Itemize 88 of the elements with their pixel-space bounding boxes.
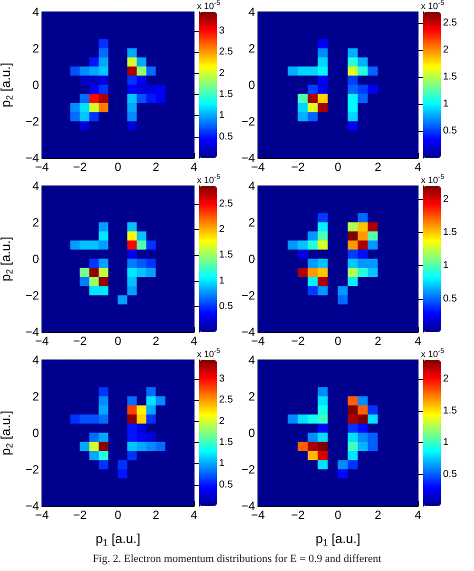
y-tick-label: 2 [248,42,256,56]
color-bar-label: 1 [443,260,449,272]
color-bar-label: 0.5 [443,293,458,304]
y-tick-label: −4 [25,325,40,339]
color-bar-label: 1 [443,437,449,448]
y-axis-title: p2 [a.u.] [0,236,14,282]
y-tick-label: 4 [32,179,40,193]
x-tick-label: 0 [114,160,122,174]
color-bar-label: 1.5 [219,250,234,261]
color-bar-label: 2.5 [219,198,234,210]
color-bar-label: 2.5 [219,46,234,58]
color-bar-label: 0.5 [219,131,234,142]
x-tick-label: 4 [414,160,422,174]
y-tick-label: −2 [25,288,40,302]
x-tick-label: −2 [291,508,306,522]
y-tick-label: 0 [32,252,40,266]
x-tick-label: −2 [291,334,306,348]
x-tick-label: 2 [152,508,160,522]
x-tick-label: 0 [114,508,122,522]
color-bar-label: 2 [219,416,225,427]
y-tick-label: −4 [241,499,256,513]
caption: Fig. 2. Electron momentum distributions for E = 0.9 and different [92,553,382,565]
color-bar-label: 0.5 [219,479,234,490]
color-bar-label: 1 [219,275,225,286]
x-tick-label: 4 [190,160,198,174]
y-tick-label: −2 [25,462,40,476]
y-tick-label: 4 [248,353,256,367]
color-bar-label: 2.5 [443,17,458,28]
y-axis-title: p2 [a.u.] [0,62,14,108]
y-axis-title: p2 [a.u.] [0,410,14,456]
x-tick-label: −2 [73,334,88,348]
x-tick-label: 4 [190,334,198,348]
color-bar-label: 2.5 [219,394,234,406]
x-tick-label: 2 [374,160,382,174]
x-tick-label: 0 [334,334,342,348]
x-tick-label: 4 [190,508,198,522]
y-tick-label: 2 [32,390,40,404]
color-bar-label: 2 [219,224,225,236]
color-bar-label: 0.5 [443,125,458,136]
y-tick-label: 4 [32,5,40,19]
y-tick-label: 4 [32,353,40,367]
x-tick-label: −2 [73,160,88,174]
y-tick-label: −4 [25,151,40,165]
y-tick-label: 0 [32,426,40,440]
color-bar-label: 0.5 [219,300,234,312]
x-tick-label: 4 [414,508,422,522]
y-tick-label: 0 [248,426,256,440]
y-tick-label: 0 [248,252,256,266]
color-bar-label: 2 [443,374,449,385]
x-tick-label: 4 [414,334,422,348]
color-bar-label: 1.5 [443,71,458,82]
y-tick-label: −4 [241,151,256,165]
color-bar-label: 1 [219,458,225,470]
y-tick-label: 0 [248,78,256,92]
y-tick-label: −2 [25,114,40,128]
y-tick-label: −4 [241,325,256,339]
color-bar-label: 2 [219,68,225,79]
color-bar-label: 0.5 [443,468,458,480]
x-tick-label: 0 [334,508,342,522]
y-tick-label: 2 [248,216,256,230]
y-tick-label: 0 [32,78,40,92]
y-tick-label: 4 [248,179,256,193]
y-tick-label: 4 [248,5,256,19]
y-tick-label: 2 [32,42,40,56]
color-bar-label: 1.5 [219,89,234,100]
x-tick-label: 0 [114,334,122,348]
color-bar-label: 1 [219,110,225,122]
color-bar-label: 1.5 [219,437,234,448]
color-bar-label: 3 [219,26,225,37]
y-tick-label: 2 [32,216,40,230]
x-tick-label: 2 [152,334,160,348]
y-tick-label: 2 [248,390,256,404]
color-bar-label: 3 [219,374,225,385]
color-bar-label: 2 [443,44,449,56]
y-tick-label: −2 [241,462,256,476]
x-tick-label: −2 [73,508,88,522]
color-bar-label: 1.5 [443,405,458,416]
color-bar-label: 1.5 [443,226,458,238]
x-tick-label: 0 [334,160,342,174]
y-tick-label: −2 [241,288,256,302]
color-bar-label: 2 [443,194,449,205]
color-bar-label: 1 [443,98,449,110]
x-tick-label: 2 [152,160,160,174]
x-tick-label: −2 [291,160,306,174]
x-tick-label: 2 [374,508,382,522]
y-tick-label: −2 [241,114,256,128]
x-tick-label: 2 [374,334,382,348]
y-tick-label: −4 [25,499,40,513]
